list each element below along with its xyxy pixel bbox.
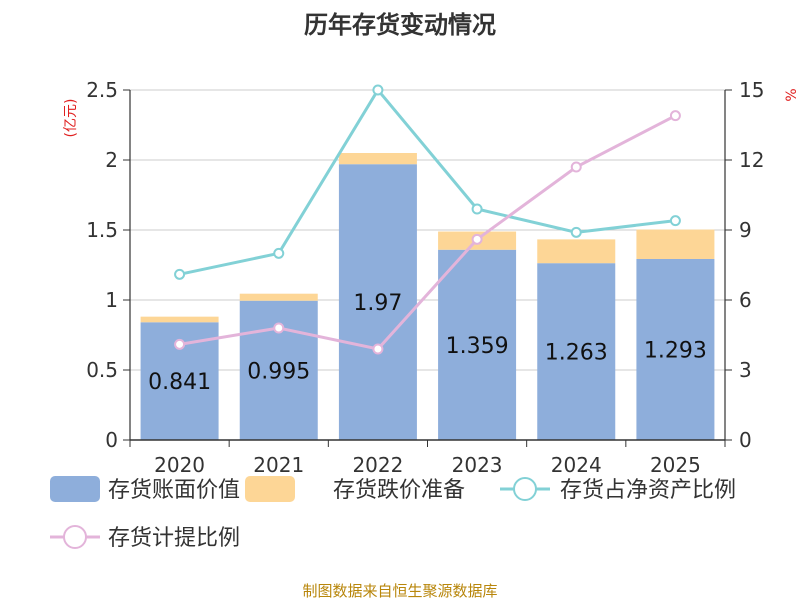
point-net-asset-ratio [174,268,186,280]
x-tick-label: 2020 [154,453,205,477]
point-net-asset-ratio [471,203,483,215]
bar-book-value [338,164,417,440]
point-provision-ratio [273,322,285,334]
legend-label: 存货跌价准备 [333,478,465,503]
line-series [174,84,681,355]
point-provision-ratio [174,338,186,350]
bar-data-label: 0.841 [148,370,211,395]
left-tick-label: 1 [105,288,118,312]
legend-label: 存货计提比例 [108,526,240,551]
bar-impairment-reserve [239,293,318,301]
source-note: 制图数据来自恒生聚源数据库 [302,582,497,600]
data-labels: 0.841 0.995 1.97 1.359 1.263 1.293 [148,291,707,395]
line-net-asset-ratio [179,87,676,276]
point-provision-ratio [570,161,582,173]
right-tick-label: 15 [739,78,764,102]
left-tick-label: 0 [105,428,118,452]
legend-swatch [245,476,295,502]
bar-series [140,153,715,440]
legend-marker [513,477,537,501]
bar-book-value [438,249,517,440]
bar-data-label: 1.97 [353,291,402,316]
point-net-asset-ratio [570,226,582,238]
right-tick-label: 12 [739,148,764,172]
point-net-asset-ratio [669,215,681,227]
bar-data-label: 0.995 [247,359,310,384]
x-tick-label: 2021 [253,453,304,477]
bar-impairment-reserve [537,239,616,264]
axes: 0 0.5 1 1.5 2 2.5 0 3 6 9 12 15 2020 2021 2022 2023 2024… [86,78,764,477]
bar-impairment-reserve [338,153,417,165]
right-tick-label: 0 [739,428,752,452]
point-net-asset-ratio [372,84,384,96]
left-tick-label: 2 [105,148,118,172]
bar-data-label: 1.293 [644,338,707,363]
left-axis-unit: (亿元) [63,99,79,138]
point-net-asset-ratio [273,247,285,259]
chart-title: 历年存货变动情况 [304,11,496,39]
legend-marker [63,525,87,549]
bar-data-label: 1.263 [545,341,608,366]
x-tick-label: 2025 [650,453,701,477]
left-tick-label: 2.5 [86,78,118,102]
left-tick-label: 1.5 [86,218,118,242]
right-tick-label: 6 [739,288,752,312]
x-tick-label: 2024 [551,453,602,477]
x-tick-label: 2023 [452,453,503,477]
left-tick-label: 0.5 [86,358,118,382]
point-provision-ratio [372,343,384,355]
legend-swatch [50,476,100,502]
bar-impairment-reserve [140,316,219,323]
bar-book-value [636,258,715,440]
legend-label: 存货占净资产比例 [560,478,736,503]
right-axis-unit: % [784,88,800,101]
bar-data-label: 1.359 [446,334,509,359]
bar-impairment-reserve [636,229,715,259]
x-tick-label: 2022 [352,453,403,477]
right-tick-label: 3 [739,358,752,382]
grid-lines [130,89,725,371]
point-provision-ratio [669,110,681,122]
right-tick-label: 9 [739,218,752,242]
point-provision-ratio [471,233,483,245]
line-provision-ratio [179,114,677,351]
bar-book-value [537,263,616,440]
legend-label: 存货账面价值 [108,478,240,503]
